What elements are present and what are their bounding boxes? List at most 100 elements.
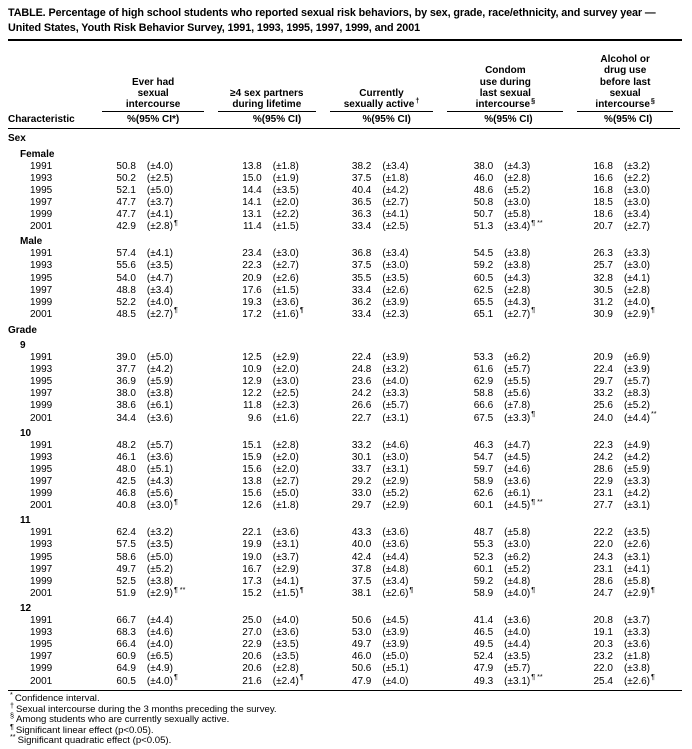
pct-cell: 18.5	[593, 196, 613, 208]
ci-cell: (±3.6)	[272, 296, 299, 308]
pct-cell: 30.9	[593, 308, 613, 320]
ci-cell: (±3.2)	[146, 527, 173, 539]
pct-cell: 18.6	[593, 209, 613, 221]
pct-cell: 58.9	[473, 587, 494, 599]
pct-cell: 51.9	[116, 587, 136, 599]
ci-cell: (±4.0)	[623, 296, 650, 308]
significance-marker: ¶	[173, 305, 178, 315]
pct-cell: 36.3	[351, 209, 372, 221]
significance-marker: ¶ **	[531, 496, 543, 506]
footnote-line: † Sexual intercourse during the 3 months …	[10, 701, 682, 716]
pct-cell: 16.6	[593, 172, 613, 184]
pct-cell: 25.4	[593, 675, 613, 687]
pct-cell: 38.6	[116, 400, 136, 412]
ci-cell: (±2.3)	[272, 400, 299, 412]
pct-cell: 20.6	[242, 651, 262, 663]
year-cell: 1993	[30, 364, 53, 376]
column-group-label-line: sexual	[137, 87, 169, 99]
year-cell: 1991	[30, 248, 53, 260]
ci-cell: (±6.5)	[146, 651, 173, 663]
pct-cell: 33.2	[351, 439, 372, 451]
pct-cell: 46.8	[116, 488, 136, 500]
ci-cell: (±4.5)	[382, 615, 409, 627]
ci-cell: (±3.1)	[623, 500, 650, 512]
pct-cell: 17.2	[242, 308, 262, 320]
year-cell: 1993	[30, 627, 53, 639]
year-cell: 1991	[30, 527, 53, 539]
ci-header: (95% CI)	[261, 112, 323, 130]
year-cell: 1995	[30, 639, 53, 651]
footnote-marker: †	[10, 700, 14, 710]
ci-cell: (±4.6)	[504, 463, 531, 475]
table-row: 1993 37.7 (±4.2) 10.9 (±2.0) 24.8 (±3.2) 61.6 (±…	[8, 364, 680, 376]
footnote-marker: †	[415, 95, 420, 105]
ci-cell: (±3.0)	[623, 196, 650, 208]
footnote-text: Significant quadratic effect (p<0.05).	[17, 735, 172, 747]
column-group-label: Condom use during last sexual intercourse§	[447, 65, 564, 113]
ci-cell: (±2.5)	[382, 221, 409, 233]
table-header: Ever had sexual intercourse ≥4 sex partners…	[8, 54, 680, 130]
ci-cell: (±3.0)	[272, 376, 299, 388]
ci-cell: (±5.8)	[623, 575, 650, 587]
pct-cell: 36.8	[351, 248, 372, 260]
ci-cell: (±4.0)	[146, 160, 173, 172]
ci-cell: (±6.9)	[623, 352, 650, 364]
table-row: 1991 50.8 (±4.0) 13.8 (±1.8) 38.2 (±3.4) 38.0 (±…	[8, 161, 680, 173]
pct-cell: 22.4	[351, 352, 372, 364]
pct-cell: 62.4	[116, 527, 136, 539]
ci-cell: (±4.4)	[382, 551, 409, 563]
column-group-label-line: sexually active†	[343, 95, 420, 111]
pct-cell: 16.8	[593, 184, 613, 196]
pct-cell: 38.1	[351, 587, 372, 599]
table-row: 1995 48.0 (±5.1) 15.6 (±2.0) 33.7 (±3.1) 59.7 (±…	[8, 464, 680, 476]
pct-cell: 9.6	[247, 412, 262, 424]
ci-cell: (±2.7)¶	[146, 305, 178, 320]
pct-cell: 20.9	[593, 352, 613, 364]
ci-header: (95% CI)	[612, 112, 680, 130]
ci-cell: (±5.8)	[504, 209, 531, 221]
ci-cell: (±2.2)	[623, 172, 650, 184]
table-row: 1991 57.4 (±4.1) 23.4 (±3.0) 36.8 (±3.4) 54.5 (±…	[8, 248, 680, 260]
pct-cell: 16.8	[593, 160, 613, 172]
ci-cell: (±4.1)	[623, 272, 650, 284]
ci-cell: (±2.9)¶ **	[146, 584, 186, 599]
ci-cell: (±3.6)	[146, 412, 173, 424]
table-row: 1999 52.2 (±4.0) 19.3 (±3.6) 36.2 (±3.9) 65.5 (±…	[8, 297, 680, 309]
column-group-label-line: last sexual	[479, 87, 531, 99]
ci-cell: (±1.5)¶	[272, 584, 304, 599]
group-label-row: Female	[8, 146, 680, 161]
ci-cell: (±3.6)	[623, 639, 650, 651]
column-groups-row: Ever had sexual intercourse ≥4 sex partners…	[8, 54, 680, 113]
significance-marker: ¶	[299, 584, 304, 594]
ci-cell: (±1.5)	[272, 221, 299, 233]
year-cell: 1999	[30, 663, 53, 675]
year-cell: 2001	[30, 675, 53, 687]
column-group-label-line: sexual	[609, 87, 641, 99]
pct-cell: 46.3	[473, 439, 494, 451]
ci-cell: (±4.0)	[382, 675, 409, 687]
pct-cell: 48.0	[116, 463, 136, 475]
pct-cell: 48.6	[473, 184, 494, 196]
pct-cell: 29.7	[593, 376, 613, 388]
pct-cell: 37.5	[351, 172, 372, 184]
ci-cell: (±8.3)	[623, 388, 650, 400]
ci-cell: (±2.8)	[623, 284, 650, 296]
ci-cell: (±2.5)	[146, 172, 173, 184]
ci-cell: (±2.7)¶	[504, 305, 536, 320]
year-cell: 1999	[30, 296, 53, 308]
pct-cell: 57.5	[116, 539, 136, 551]
pct-cell: 50.6	[351, 615, 372, 627]
year-cell: 1995	[30, 463, 53, 475]
significance-marker: ¶	[651, 305, 655, 315]
pct-cell: 15.6	[242, 463, 262, 475]
pct-cell: 21.6	[242, 675, 262, 687]
ci-cell: (±4.4)**	[623, 409, 657, 424]
ci-cell: (±2.0)	[272, 196, 299, 208]
ci-cell: (±2.9)	[382, 500, 409, 512]
ci-cell: (±3.0)¶	[146, 496, 178, 512]
ci-cell: (±6.1)	[504, 488, 531, 500]
pct-cell: 14.4	[242, 184, 262, 196]
ci-cell: (±3.3)	[623, 627, 650, 639]
pct-cell: 58.9	[473, 476, 494, 488]
group-label: 12	[20, 602, 32, 614]
